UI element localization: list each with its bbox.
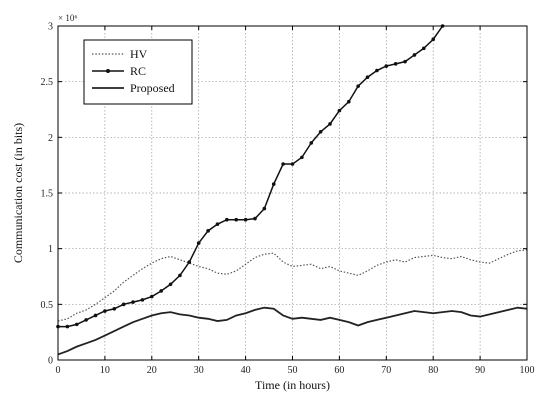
rc-data-point [356,84,360,88]
y-multiplier-label: × 10⁶ [58,13,77,23]
x-tick-label: 30 [194,365,204,376]
rc-data-point [243,217,248,222]
rc-data-point [84,318,88,322]
series-layer [56,24,528,356]
legend-label-hv: HV [130,47,148,61]
x-tick-label: 50 [288,365,298,376]
rc-data-point [65,324,70,329]
y-tick-label: 1.5 [41,189,54,200]
rc-data-point [234,217,239,222]
ticks: 0 10 20 30 40 50 60 70 80 90 100 0 0.5 1 1.5 2 2.5 3 [41,22,535,377]
rc-data-point [178,273,182,278]
x-tick-label: 90 [475,365,485,376]
rc-data-point [131,300,135,304]
rc-data-point [187,260,192,264]
y-tick-label: 0.5 [41,300,54,311]
x-axis-label: Time (in hours) [255,378,330,392]
series-line-hv [57,249,528,322]
series-line-proposed [57,306,528,356]
rc-data-point [422,46,426,51]
legend-box [83,39,193,105]
rc-data-point [150,294,154,299]
x-tick-label: 40 [241,365,251,376]
y-tick-label: 2 [48,133,53,144]
x-tick-label: 70 [381,365,391,376]
rc-data-point [431,37,436,42]
rc-data-point [215,222,220,226]
rc-data-point [309,141,314,145]
x-tick-label: 60 [334,365,344,376]
y-tick-label: 1 [48,244,53,255]
rc-data-point [253,216,257,221]
rc-data-point [328,122,332,126]
rc-data-point [412,53,417,57]
rc-data-point [93,313,98,318]
legend-label-rc: RC [130,64,146,78]
rc-data-point [290,162,295,166]
rc-data-point [121,302,126,307]
x-tick-label: 0 [56,365,61,376]
rc-data-point [271,182,276,186]
y-tick-label: 2.5 [41,77,54,88]
x-tick-label: 100 [520,365,535,376]
rc-data-point [206,229,210,233]
y-tick-label: 0 [48,356,53,367]
rc-data-point [112,306,117,311]
rc-data-point [168,282,173,287]
rc-data-point [318,129,323,134]
y-axis-label: Communication cost (in bits) [11,123,25,263]
grid [58,26,527,360]
x-tick-label: 10 [100,365,110,376]
rc-data-point [196,241,201,245]
x-tick-label: 20 [147,365,157,376]
legend: HV RC Proposed [83,39,193,105]
rc-data-point [159,289,163,293]
rc-data-point [300,155,304,160]
rc-data-point [262,206,267,211]
rc-data-point [384,64,389,68]
rc-data-point [103,309,107,313]
legend-label-proposed: Proposed [130,81,175,95]
rc-data-point [281,162,285,166]
rc-data-point [140,298,145,302]
rc-data-point [375,68,379,73]
x-tick-label: 80 [428,365,438,376]
rc-data-point [74,322,79,327]
rc-data-point [365,75,370,80]
rc-data-point [346,99,351,104]
rc-data-point [337,108,342,113]
rc-data-point [403,59,407,64]
legend-marker [106,69,110,73]
rc-data-point [393,62,398,66]
y-tick-label: 3 [48,22,53,33]
rc-data-point [225,217,229,222]
